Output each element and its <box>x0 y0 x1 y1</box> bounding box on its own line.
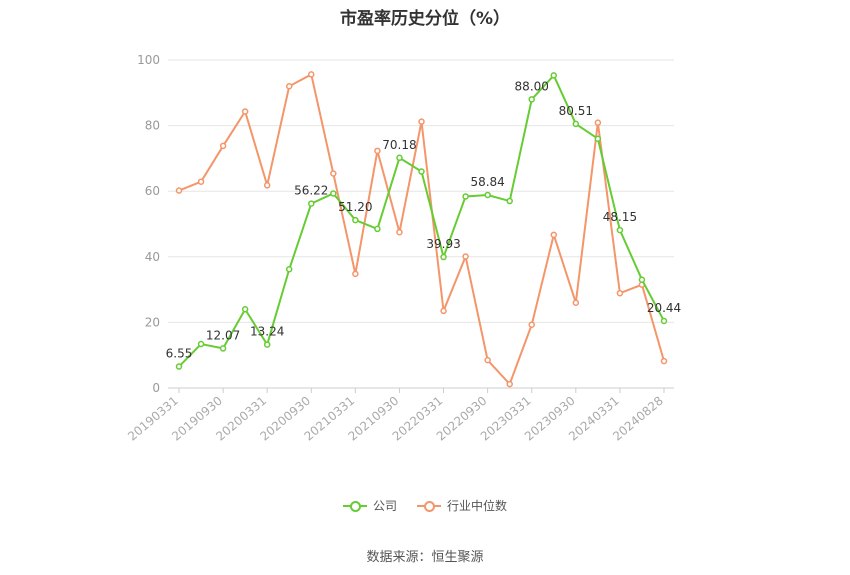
data-label: 51.20 <box>338 200 372 214</box>
chart-title: 市盈率历史分位（%） <box>339 9 511 29</box>
grid-lines <box>168 59 674 323</box>
data-point <box>330 170 337 177</box>
data-label: 88.00 <box>515 79 549 93</box>
y-tick-label: 100 <box>137 53 160 67</box>
data-point <box>352 270 359 278</box>
data-point <box>330 190 337 197</box>
series-lines <box>175 71 668 388</box>
data-point <box>484 191 491 199</box>
data-point <box>197 178 205 185</box>
legend-swatch-industry-median <box>417 499 441 513</box>
data-point <box>263 182 271 189</box>
y-tick-label: 0 <box>152 381 160 395</box>
data-point <box>594 135 602 142</box>
data-point <box>572 120 580 128</box>
data-label: 12.07 <box>206 328 240 342</box>
data-point <box>572 299 580 306</box>
data-point <box>241 108 249 115</box>
data-labels: 6.55 12.07 13.24 56.22 51.20 70.18 39.93 58.84 8… <box>166 79 682 360</box>
data-point <box>374 147 381 155</box>
data-point <box>285 266 293 273</box>
data-point <box>506 380 513 388</box>
data-point <box>506 197 513 205</box>
data-point <box>308 200 315 207</box>
legend-label-industry-median: 行业中位数 <box>447 499 508 513</box>
data-point <box>660 317 668 325</box>
data-point <box>440 307 447 315</box>
data-point <box>219 142 227 150</box>
y-tick-label: 40 <box>145 250 160 264</box>
data-point <box>263 341 271 348</box>
data-point <box>396 228 403 236</box>
data-label: 20.44 <box>647 301 681 315</box>
legend-label-company: 公司 <box>372 499 397 513</box>
data-label: 13.24 <box>250 325 284 339</box>
data-label: 80.51 <box>559 104 593 118</box>
data-point <box>396 154 403 162</box>
data-point <box>528 96 535 103</box>
source-note: 数据来源：恒生聚源 <box>366 550 484 565</box>
legend-item-company[interactable]: 公司 <box>342 497 397 514</box>
data-point <box>660 357 668 365</box>
legend-swatch-company <box>342 499 367 513</box>
data-point <box>418 168 425 175</box>
data-point <box>638 276 646 284</box>
y-tick-label: 80 <box>145 119 160 133</box>
y-tick-label: 20 <box>145 315 160 329</box>
data-point <box>594 119 602 126</box>
data-point <box>528 321 535 328</box>
data-label: 70.18 <box>382 138 416 152</box>
data-point <box>418 118 425 125</box>
data-point <box>462 253 469 260</box>
data-point <box>241 306 249 313</box>
legend-item-industry-median[interactable]: 行业中位数 <box>417 497 507 514</box>
legend: 公司 行业中位数 <box>0 497 850 514</box>
y-tick-label: 60 <box>145 184 160 198</box>
data-point <box>175 187 183 194</box>
data-label: 6.55 <box>166 347 193 361</box>
data-point <box>175 363 183 370</box>
data-point <box>285 82 293 90</box>
data-label: 48.15 <box>603 210 637 224</box>
data-point <box>616 226 624 234</box>
data-point <box>219 345 227 352</box>
data-label: 56.22 <box>294 184 328 198</box>
data-point <box>550 72 558 79</box>
data-point <box>484 356 491 364</box>
data-label: 39.93 <box>426 237 460 251</box>
data-point <box>352 216 359 224</box>
data-point <box>616 289 624 297</box>
data-point <box>462 193 469 200</box>
data-label: 58.84 <box>470 175 504 189</box>
data-point <box>440 253 447 261</box>
data-point <box>550 231 558 239</box>
data-point <box>308 71 315 78</box>
data-point <box>197 340 205 348</box>
data-point <box>374 225 381 233</box>
